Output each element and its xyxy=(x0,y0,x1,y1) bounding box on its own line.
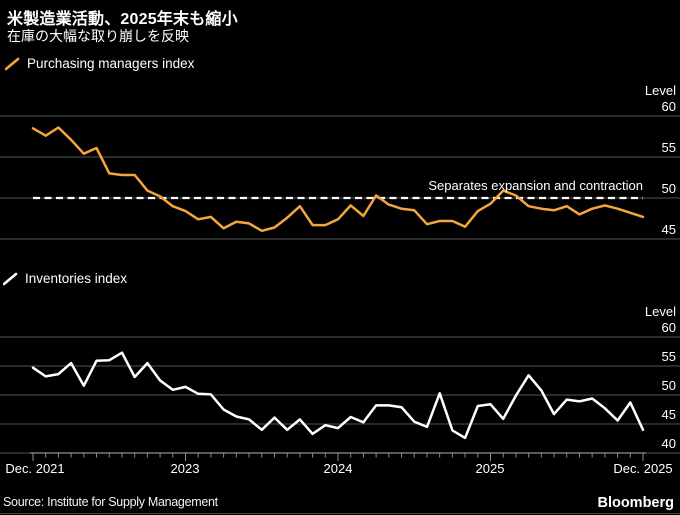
chart-title: 米製造業活動、2025年末も縮小 xyxy=(7,11,238,28)
y-axis-tick-label: 55 xyxy=(661,349,676,364)
pmi-line-legend-icon xyxy=(4,57,20,71)
y-axis-title-top: Level xyxy=(644,83,676,98)
x-axis-label-2023: 2023 xyxy=(170,461,200,476)
bloomberg-logo: Bloomberg xyxy=(597,495,674,511)
y-axis-tick-label: 50 xyxy=(661,378,676,393)
legend-pmi: Purchasing managers index xyxy=(4,56,195,71)
bottom-divider xyxy=(0,513,680,514)
legend-inventories: Inventories index xyxy=(2,271,128,286)
legend-inventories-label: Inventories index xyxy=(25,271,128,286)
y-axis-title-bottom: Level xyxy=(644,304,676,319)
legend-pmi-label: Purchasing managers index xyxy=(27,56,195,71)
x-axis-label-2024: 2024 xyxy=(323,461,353,476)
y-axis-tick-label: 55 xyxy=(661,140,676,155)
x-axis-label-dec2021: Dec. 2021 xyxy=(5,461,65,476)
inventories-line-legend-icon xyxy=(2,272,18,286)
reference-line-annotation: Separates expansion and contraction xyxy=(428,178,643,193)
y-axis-tick-label: 45 xyxy=(661,222,676,237)
y-axis-tick-label: 50 xyxy=(661,181,676,196)
x-axis-label-dec2025: Dec. 2025 xyxy=(613,461,673,476)
source-note: Source: Institute for Supply Management xyxy=(3,495,218,509)
chart-subtitle: 在庫の大幅な取り崩しを反映 xyxy=(7,28,189,44)
y-axis-tick-label: 60 xyxy=(661,99,676,114)
y-axis-tick-label: 45 xyxy=(661,407,676,422)
y-axis-tick-label: 60 xyxy=(661,320,676,335)
y-axis-tick-label: 40 xyxy=(661,436,676,451)
x-axis-label-2025: 2025 xyxy=(475,461,505,476)
